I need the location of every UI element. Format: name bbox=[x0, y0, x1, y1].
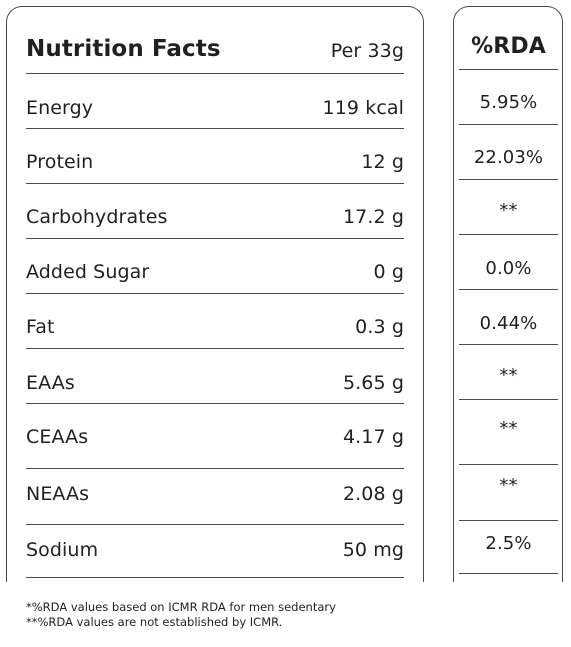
divider bbox=[459, 289, 558, 291]
row-label-protein: Protein bbox=[26, 151, 94, 173]
row-value-sodium: 50 mg bbox=[342, 539, 404, 561]
rda-panel bbox=[453, 6, 563, 582]
divider bbox=[459, 464, 558, 466]
rda-eaas: ** bbox=[499, 365, 518, 386]
divider bbox=[26, 73, 404, 75]
rda-sodium: 2.5% bbox=[485, 533, 532, 554]
divider bbox=[26, 403, 404, 405]
rda-carbohydrates: ** bbox=[499, 200, 518, 221]
row-value-energy: 119 kcal bbox=[322, 97, 404, 119]
divider bbox=[26, 524, 404, 526]
divider bbox=[26, 577, 404, 579]
rda-header: %RDA bbox=[471, 34, 546, 59]
row-value-eaas: 5.65 g bbox=[342, 372, 404, 394]
divider bbox=[459, 179, 558, 181]
row-value-added-sugar: 0 g bbox=[373, 261, 404, 283]
rda-ceaas: ** bbox=[499, 418, 518, 439]
table-title: Nutrition Facts bbox=[26, 36, 221, 62]
footnote-rda-not-established: **%RDA values are not established by ICM… bbox=[26, 615, 283, 629]
divider bbox=[459, 344, 558, 346]
divider bbox=[26, 348, 404, 350]
row-value-carbohydrates: 17.2 g bbox=[342, 206, 404, 228]
row-label-energy: Energy bbox=[26, 97, 94, 119]
row-label-added-sugar: Added Sugar bbox=[26, 261, 150, 283]
rda-neaas: ** bbox=[499, 475, 518, 496]
divider bbox=[26, 293, 404, 295]
row-value-ceaas: 4.17 g bbox=[342, 426, 404, 448]
rda-added-sugar: 0.0% bbox=[485, 258, 532, 279]
footnote-rda-basis: *%RDA values based on ICMR RDA for men s… bbox=[26, 600, 336, 614]
divider bbox=[26, 238, 404, 240]
row-value-fat: 0.3 g bbox=[355, 316, 404, 338]
row-label-carbohydrates: Carbohydrates bbox=[26, 206, 168, 228]
rda-protein: 22.03% bbox=[473, 147, 544, 168]
divider bbox=[459, 520, 558, 522]
rda-fat: 0.44% bbox=[479, 313, 538, 334]
row-label-eaas: EAAs bbox=[26, 372, 75, 394]
divider bbox=[459, 124, 558, 126]
serving-size: Per 33g bbox=[330, 40, 404, 62]
divider bbox=[459, 573, 558, 575]
row-value-neaas: 2.08 g bbox=[342, 483, 404, 505]
divider bbox=[26, 468, 404, 470]
row-label-sodium: Sodium bbox=[26, 539, 99, 561]
divider bbox=[26, 183, 404, 185]
divider bbox=[459, 234, 558, 236]
row-value-protein: 12 g bbox=[361, 151, 404, 173]
divider bbox=[459, 69, 558, 71]
row-label-neaas: NEAAs bbox=[26, 483, 90, 505]
row-label-ceaas: CEAAs bbox=[26, 426, 89, 448]
rda-energy: 5.95% bbox=[479, 92, 538, 113]
divider bbox=[26, 128, 404, 130]
divider bbox=[459, 399, 558, 401]
row-label-fat: Fat bbox=[26, 316, 55, 338]
